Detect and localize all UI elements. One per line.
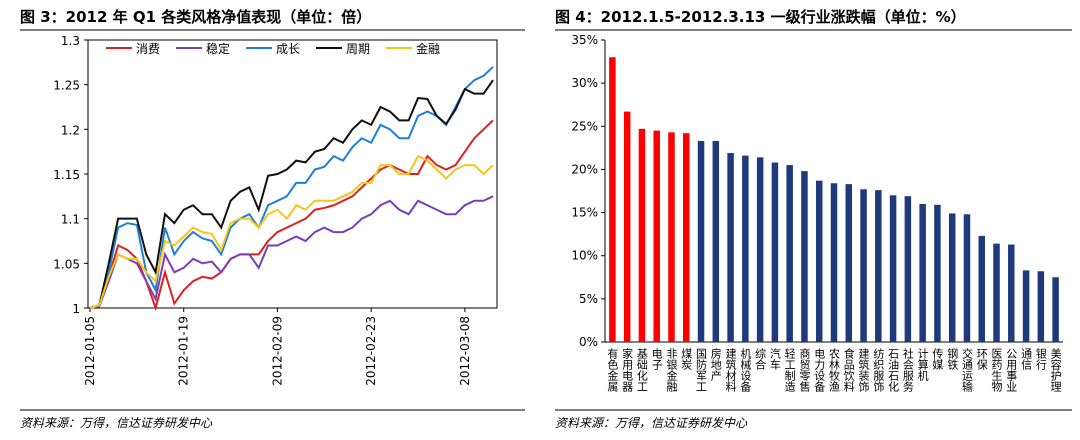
bar — [830, 183, 838, 342]
series-line — [89, 195, 494, 309]
bar — [1037, 271, 1045, 342]
x-tick-label: 汽车 — [768, 347, 781, 371]
bar — [889, 195, 897, 342]
y-tick-label: 30% — [571, 76, 598, 90]
bar — [1052, 277, 1059, 342]
series-line — [89, 154, 494, 309]
x-tick-label: 2012-02-09 — [270, 316, 284, 386]
bar — [919, 203, 926, 342]
y-tick-label: 1.15 — [53, 168, 80, 182]
x-tick-label: 房地产 — [709, 348, 722, 382]
bar — [712, 140, 720, 342]
legend-label: 周期 — [346, 42, 370, 56]
x-tick-label: 石油石化 — [887, 348, 900, 393]
x-tick-label: 国防军工 — [695, 348, 708, 392]
bar — [786, 165, 793, 342]
bar — [638, 128, 646, 342]
y-tick-label: 15% — [571, 206, 598, 220]
y-tick-label: 1.2 — [61, 123, 80, 137]
y-tick-label: 1.3 — [61, 34, 80, 48]
y-tick-label: 1.05 — [53, 257, 80, 271]
x-tick-label: 2012-01-05 — [83, 316, 97, 386]
legend-label: 消费 — [136, 42, 160, 56]
bar — [1022, 270, 1030, 342]
y-tick-label: 25% — [571, 119, 598, 133]
y-tick-label: 0% — [579, 335, 598, 349]
y-tick-label: 5% — [579, 292, 598, 306]
x-tick-label: 2012-01-19 — [177, 316, 191, 386]
x-tick-label: 纺织服饰 — [872, 347, 885, 392]
bar — [742, 155, 749, 342]
legend-label: 成长 — [276, 42, 300, 56]
y-tick-label: 1.1 — [61, 213, 80, 227]
bar — [623, 111, 631, 342]
plot-frame — [87, 39, 498, 309]
legend-label: 金融 — [416, 41, 440, 56]
x-tick-label: 轻工制造 — [783, 347, 796, 392]
x-tick-label: 传媒 — [931, 348, 944, 371]
bar — [668, 132, 675, 342]
bar — [756, 157, 764, 342]
y-tick-label: 20% — [571, 162, 598, 176]
series-line — [89, 66, 494, 309]
x-tick-label: 社会服务 — [901, 347, 914, 392]
chart-title: 图 3：2012 年 Q1 各类风格净值表现（单位：倍） — [20, 8, 371, 26]
bar — [609, 57, 616, 342]
x-tick-label: 钢铁 — [946, 348, 959, 370]
y-tick-label: 35% — [571, 33, 598, 47]
bar — [963, 214, 971, 342]
bar — [653, 130, 660, 342]
x-tick-label: 机械设备 — [739, 347, 752, 393]
x-tick-label: 非银金融 — [665, 348, 678, 393]
bar — [683, 133, 690, 342]
x-tick-label: 建筑材料 — [724, 347, 737, 393]
x-tick-label: 综合 — [754, 347, 767, 370]
x-tick-label: 煤炭 — [680, 348, 693, 371]
y-tick-label: 1 — [72, 302, 80, 316]
x-tick-label: 公用事业 — [1005, 348, 1018, 392]
x-tick-label: 建筑装饰 — [857, 347, 870, 392]
x-tick-label: 计算机 — [916, 348, 929, 381]
x-tick-label: 有色金属 — [606, 347, 619, 393]
x-tick-label: 电子 — [650, 348, 663, 370]
x-tick-label: 美容护理 — [1049, 348, 1062, 392]
bar — [875, 190, 882, 342]
bar — [727, 153, 734, 342]
x-tick-label: 环保 — [975, 348, 988, 371]
x-tick-label: 电力设备 — [813, 348, 826, 393]
series-line — [89, 79, 494, 309]
bar — [978, 235, 985, 342]
bar — [993, 243, 1000, 342]
y-tick-label: 10% — [571, 249, 598, 263]
x-tick-label: 基础化工 — [635, 348, 648, 392]
bar — [815, 180, 823, 342]
bar — [771, 162, 779, 342]
bar — [904, 196, 912, 342]
source-note: 资料来源：万得，信达证券研发中心 — [20, 416, 213, 430]
bar — [860, 189, 867, 342]
bar — [1008, 244, 1015, 342]
source-note: 资料来源：万得，信达证券研发中心 — [555, 416, 748, 430]
chart-title: 图 4：2012.1.5-2012.3.13 一级行业涨跌幅（单位：%） — [555, 8, 966, 26]
x-tick-label: 食品饮料 — [842, 347, 855, 393]
bar — [948, 213, 956, 342]
x-tick-label: 2012-03-08 — [458, 316, 472, 386]
x-tick-label: 家用电器 — [621, 347, 634, 393]
x-tick-label: 医药生物 — [990, 348, 1003, 392]
bar — [845, 184, 853, 342]
bar — [934, 204, 941, 342]
y-tick-label: 1.25 — [53, 79, 80, 93]
x-tick-label: 农林牧渔 — [828, 347, 841, 393]
x-tick-label: 2012-02-23 — [364, 316, 378, 386]
x-tick-label: 商贸零售 — [798, 347, 811, 393]
x-tick-label: 银行 — [1034, 347, 1047, 371]
bar — [801, 171, 808, 342]
legend-label: 稳定 — [206, 41, 230, 56]
bar — [697, 140, 705, 342]
x-tick-label: 通信 — [1020, 348, 1033, 371]
x-tick-label: 交通运输 — [960, 347, 973, 393]
